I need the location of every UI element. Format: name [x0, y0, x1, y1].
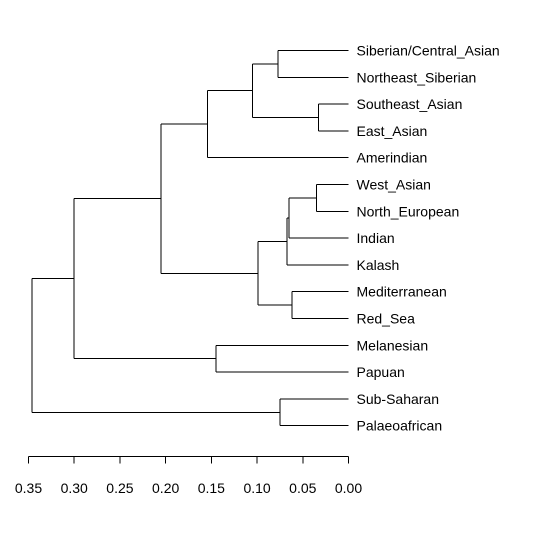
merge-e	[316, 184, 349, 212]
merge-j	[160, 123, 258, 274]
merge-h	[291, 291, 349, 319]
leaf-label-east-asian: East_Asian	[357, 123, 428, 139]
x-axis-tick-labels: 0.35 0.30 0.25 0.20 0.15 0.10 0.05 0.00	[15, 480, 362, 496]
leaf-label-north-european: North_European	[357, 203, 460, 219]
merge-m	[279, 398, 349, 427]
leaf-label-southeast-asian: Southeast_Asian	[357, 96, 463, 112]
leaf-label-mediterranean: Mediterranean	[357, 284, 447, 300]
merge-d	[207, 90, 349, 159]
merge-g	[286, 217, 349, 266]
leaf-labels: Siberian/Central_Asian Northeast_Siberian…	[357, 43, 500, 434]
x-tick-label-0-35: 0.35	[15, 480, 42, 496]
x-tick-label-0-15: 0.15	[198, 480, 225, 496]
leaf-label-papuan: Papuan	[357, 364, 405, 380]
merge-c	[252, 63, 319, 118]
leaf-label-indian: Indian	[357, 230, 395, 246]
merge-n	[31, 278, 280, 413]
leaf-label-red-sea: Red_Sea	[357, 311, 416, 327]
dendrogram-branches	[31, 50, 349, 427]
x-axis-ticks	[28, 456, 349, 464]
merge-a	[277, 50, 349, 78]
leaf-label-amerindian: Amerindian	[357, 150, 428, 166]
leaf-label-kalash: Kalash	[357, 257, 400, 273]
merge-b	[317, 103, 349, 132]
x-tick-label-0-10: 0.10	[243, 480, 270, 496]
leaf-label-siberian-central-asian: Siberian/Central_Asian	[357, 43, 500, 59]
merge-l	[73, 198, 216, 360]
merge-f	[288, 197, 349, 239]
merge-i	[257, 240, 292, 306]
x-tick-label-0-00: 0.00	[335, 480, 362, 496]
merge-k	[215, 344, 349, 373]
leaf-label-northeast-siberian: Northeast_Siberian	[357, 69, 477, 85]
x-tick-label-0-05: 0.05	[289, 480, 316, 496]
x-tick-label-0-30: 0.30	[61, 480, 88, 496]
leaf-label-melanesian: Melanesian	[357, 337, 429, 353]
x-tick-label-0-20: 0.20	[152, 480, 179, 496]
x-tick-label-0-25: 0.25	[106, 480, 133, 496]
x-axis: 0.35 0.30 0.25 0.20 0.15 0.10 0.05 0.00	[15, 456, 362, 496]
leaf-label-west-asian: West_Asian	[357, 177, 431, 193]
leaf-label-palaeoafrican: Palaeoafrican	[357, 418, 443, 434]
leaf-label-sub-saharan: Sub-Saharan	[357, 391, 440, 407]
